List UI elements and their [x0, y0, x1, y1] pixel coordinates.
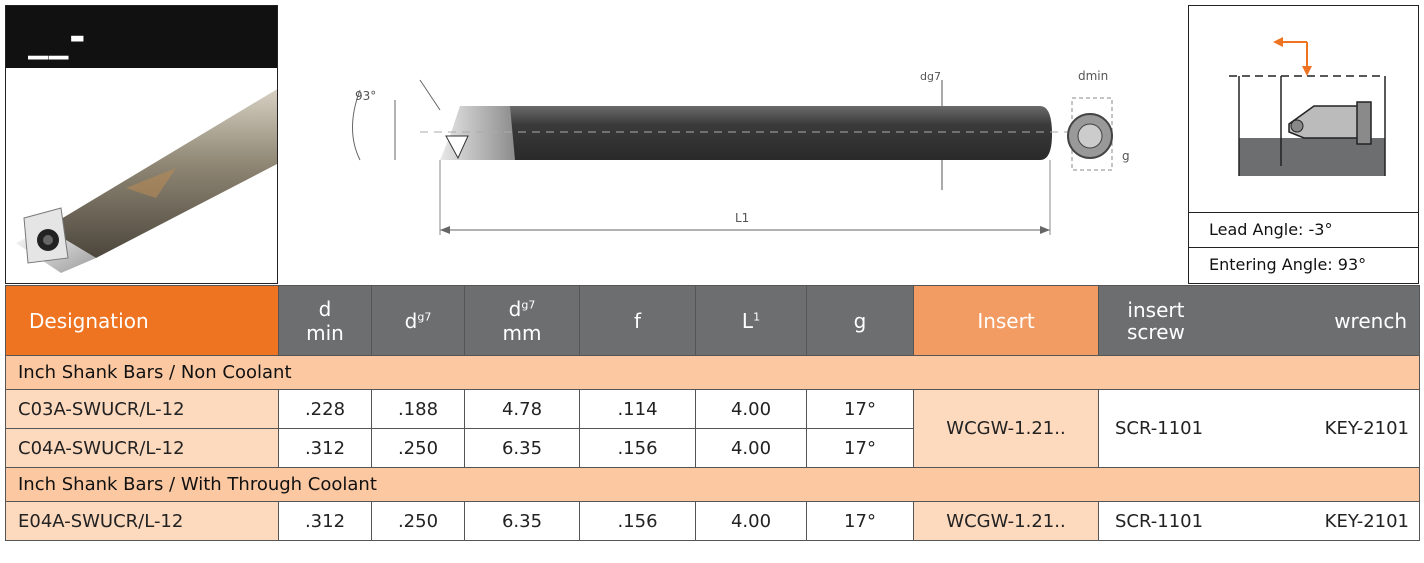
- section-through-coolant: Inch Shank Bars / With Through Coolant: [5, 467, 1420, 502]
- cell-wrench: KEY-2101: [1324, 418, 1409, 439]
- cutting-diagram: [1229, 37, 1386, 176]
- col-dg7mm: dg7 mm: [464, 285, 580, 356]
- product-photo: [16, 89, 277, 273]
- col-designation: Designation: [5, 285, 279, 356]
- tool-drawing: 93° dg7 dmin g L1: [352, 69, 1130, 235]
- cell-dg7mm: 6.35: [464, 501, 580, 541]
- cell-screw-wrench: SCR-1101 KEY-2101: [1098, 389, 1420, 468]
- drawing-dg7-label: dg7: [920, 70, 941, 83]
- cell-g: 17°: [806, 501, 914, 541]
- cell-g: 17°: [806, 389, 914, 429]
- cell-dg7mm: 4.78: [464, 389, 580, 429]
- table-row: C04A-SWUCR/L-12 .312 .250 6.35 .156 4.00…: [5, 428, 1420, 468]
- cell-wrench: KEY-2101: [1324, 510, 1409, 532]
- col-f: f: [579, 285, 696, 356]
- entering-angle: Entering Angle: 93°: [1189, 247, 1418, 282]
- cell-designation: C04A-SWUCR/L-12: [5, 428, 279, 468]
- cell-insert: WCGW-1.21..: [913, 501, 1099, 541]
- cell-dg7: .250: [371, 501, 465, 541]
- section-title: Inch Shank Bars / With Through Coolant: [5, 467, 1420, 502]
- col-dmin: d min: [278, 285, 372, 356]
- cell-dmin: .312: [278, 501, 372, 541]
- cell-screw: SCR-1101: [1115, 510, 1204, 532]
- cell-g: 17°: [806, 428, 914, 468]
- section-title: Inch Shank Bars / Non Coolant: [5, 355, 1420, 390]
- col-insert: Insert: [913, 285, 1099, 356]
- cell-dg7: .188: [371, 389, 465, 429]
- cell-dmin: .228: [278, 389, 372, 429]
- col-dg7: dg7: [371, 285, 465, 356]
- cutting-diagram-box: Lead Angle: -3° Entering Angle: 93°: [1188, 5, 1419, 284]
- col-screw-wrench: insert screw wrench: [1098, 285, 1420, 356]
- cell-insert: WCGW-1.21..: [913, 389, 1099, 468]
- lead-angle: Lead Angle: -3°: [1189, 212, 1418, 247]
- col-l1: L1: [695, 285, 807, 356]
- spec-table: Designation d min dg7 dg7 mm f L1 g Inse…: [5, 285, 1420, 541]
- cell-dmin: .312: [278, 428, 372, 468]
- cell-l1: 4.00: [695, 389, 807, 429]
- cell-designation: E04A-SWUCR/L-12: [5, 501, 279, 541]
- drawing-angle-label: 93°: [355, 89, 376, 103]
- section-non-coolant: Inch Shank Bars / Non Coolant: [5, 355, 1420, 390]
- cell-f: .114: [579, 389, 696, 429]
- cell-f: .156: [579, 501, 696, 541]
- drawing-g-label: g: [1122, 149, 1130, 163]
- col-g: g: [806, 285, 914, 356]
- product-photo-box: __-SWUCR/L: [5, 5, 278, 284]
- cell-designation: C03A-SWUCR/L-12: [5, 389, 279, 429]
- drawing-length-label: L1: [735, 211, 749, 225]
- table-row: E04A-SWUCR/L-12 .312 .250 6.35 .156 4.00…: [5, 501, 1420, 541]
- cell-l1: 4.00: [695, 501, 807, 541]
- cell-l1: 4.00: [695, 428, 807, 468]
- cell-f: .156: [579, 428, 696, 468]
- cell-dg7mm: 6.35: [464, 428, 580, 468]
- drawing-dmin-label: dmin: [1078, 69, 1108, 83]
- cell-screw: SCR-1101: [1115, 418, 1204, 439]
- product-title: __-SWUCR/L: [6, 6, 277, 122]
- cell-screw-wrench: SCR-1101 KEY-2101: [1098, 501, 1420, 541]
- cell-dg7: .250: [371, 428, 465, 468]
- header-area: __-SWUCR/L: [5, 5, 1419, 284]
- table-row: C03A-SWUCR/L-12 .228 .188 4.78 .114 4.00…: [5, 389, 1420, 468]
- table-header: Designation d min dg7 dg7 mm f L1 g Inse…: [5, 285, 1420, 356]
